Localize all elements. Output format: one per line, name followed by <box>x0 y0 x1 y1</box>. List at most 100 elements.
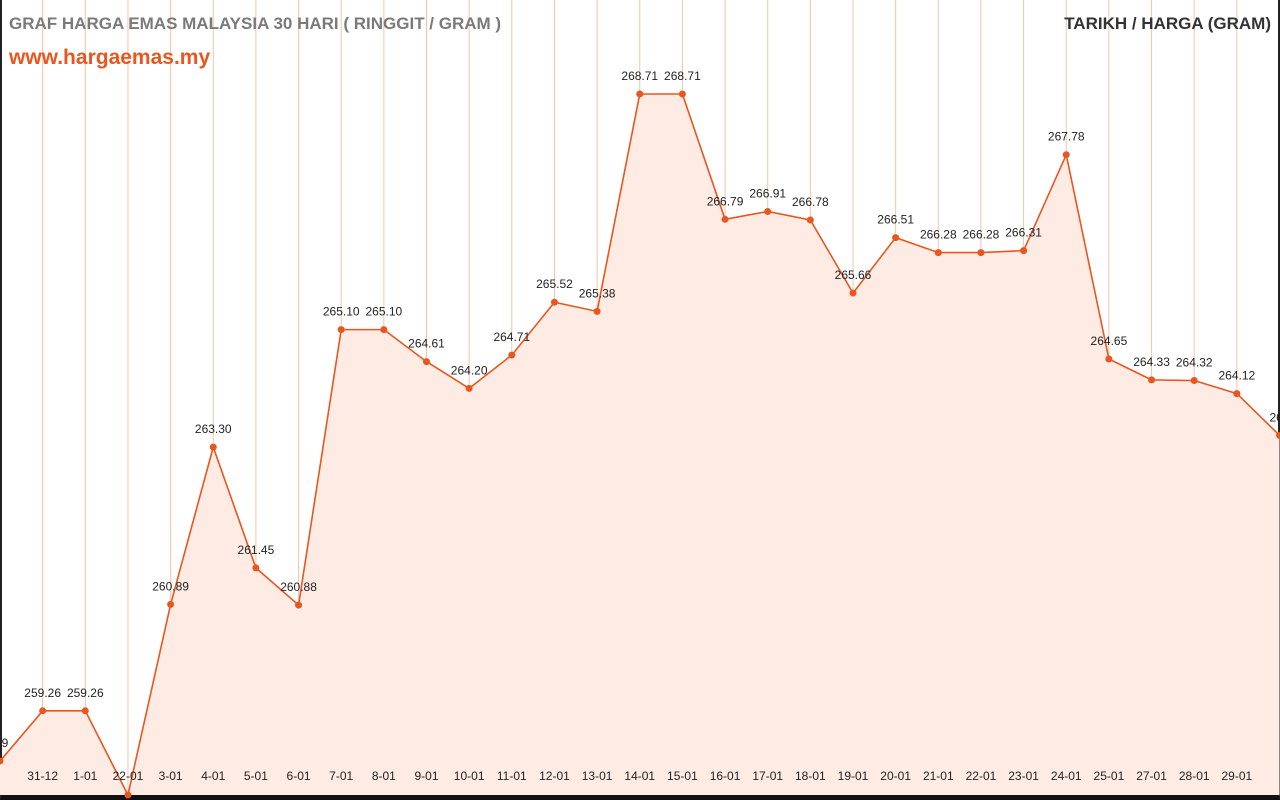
data-point <box>977 249 985 257</box>
data-point <box>508 351 516 359</box>
data-label: 266.28 <box>963 228 1000 242</box>
data-label: 266.79 <box>707 194 744 208</box>
data-label: 266.78 <box>792 195 829 209</box>
data-point <box>550 298 558 306</box>
data-label: 259.26 <box>67 686 104 700</box>
tick-layer: 31-12 1-01 22-01 3-01 4-01 5-01 6-01 7-01 8-01 9-… <box>27 769 1252 783</box>
x-tick-label: 1-01 <box>73 769 97 783</box>
data-label: 265.10 <box>323 305 360 319</box>
data-label: 266.51 <box>877 213 914 227</box>
data-label: 261.45 <box>238 543 275 557</box>
area-layer <box>0 94 1280 795</box>
data-label: 264.65 <box>1091 334 1128 348</box>
data-label: 264.71 <box>493 330 530 344</box>
data-point <box>39 707 47 715</box>
data-point <box>1276 431 1280 439</box>
data-point <box>81 707 89 715</box>
series-area <box>0 94 1280 795</box>
data-label: 263.30 <box>195 422 232 436</box>
chart-title: GRAF HARGA EMAS MALAYSIA 30 HARI ( RINGG… <box>9 14 502 33</box>
x-tick-label: 23-01 <box>1008 769 1039 783</box>
data-label: 264.61 <box>408 337 445 351</box>
data-label: 266.31 <box>1005 226 1042 240</box>
data-label: 266.28 <box>920 228 957 242</box>
data-point <box>167 600 175 608</box>
x-tick-label: 17-01 <box>752 769 783 783</box>
data-point <box>1190 377 1198 385</box>
x-tick-label: 7-01 <box>329 769 353 783</box>
data-label: 265.66 <box>835 268 872 282</box>
data-label: 263 <box>1269 410 1280 424</box>
x-tick-label: 22-01 <box>113 769 144 783</box>
x-tick-label: 19-01 <box>838 769 869 783</box>
data-label: 264.32 <box>1176 356 1213 370</box>
data-point <box>934 249 942 257</box>
data-point <box>636 90 644 98</box>
data-point <box>849 289 857 297</box>
x-tick-label: 20-01 <box>880 769 911 783</box>
x-tick-label: 21-01 <box>923 769 954 783</box>
data-point <box>764 207 772 215</box>
x-tick-label: 18-01 <box>795 769 826 783</box>
x-tick-label: 3-01 <box>159 769 183 783</box>
data-label: 260.88 <box>280 580 317 594</box>
data-point <box>1148 376 1156 384</box>
x-tick-label: 27-01 <box>1136 769 1167 783</box>
data-point <box>252 564 260 572</box>
site-link[interactable]: www.hargaemas.my <box>9 46 211 69</box>
data-point <box>892 234 900 242</box>
x-tick-label: 12-01 <box>539 769 570 783</box>
data-label: 266.91 <box>749 186 786 200</box>
data-label: .49 <box>0 736 9 750</box>
label-layer: .49 259.26 259.26 260.89 263.30 261.45 260.88 2… <box>0 69 1280 750</box>
data-point <box>124 791 132 799</box>
point-layer <box>0 90 1280 799</box>
x-tick-label: 8-01 <box>372 769 396 783</box>
data-point <box>721 215 729 223</box>
data-label: 259.26 <box>24 686 61 700</box>
data-label: 268.71 <box>664 69 701 83</box>
data-point <box>1020 247 1028 255</box>
data-point <box>678 90 686 98</box>
data-label: 264.20 <box>451 363 488 377</box>
data-point <box>295 601 303 609</box>
data-point <box>423 358 430 366</box>
data-label: 265.52 <box>536 277 573 291</box>
x-tick-label: 15-01 <box>667 769 698 783</box>
data-label: 268.71 <box>621 69 658 83</box>
data-point <box>337 326 345 334</box>
x-tick-label: 29-01 <box>1221 769 1252 783</box>
x-tick-label: 14-01 <box>624 769 655 783</box>
data-point <box>593 307 601 315</box>
x-tick-label: 10-01 <box>454 769 485 783</box>
data-point <box>0 757 4 765</box>
legend-label: TARIKH / HARGA (GRAM) <box>1064 14 1271 33</box>
x-tick-label: 13-01 <box>582 769 613 783</box>
x-tick-label: 24-01 <box>1051 769 1082 783</box>
x-tick-label: 28-01 <box>1179 769 1210 783</box>
x-tick-label: 31-12 <box>27 769 58 783</box>
data-point <box>1105 355 1113 363</box>
x-tick-label: 5-01 <box>244 769 268 783</box>
data-point <box>380 326 388 334</box>
data-label: 265.38 <box>579 286 616 300</box>
data-point <box>209 443 217 451</box>
data-label: 264.33 <box>1133 355 1170 369</box>
data-point <box>1062 151 1070 159</box>
x-tick-label: 4-01 <box>201 769 225 783</box>
x-tick-label: 22-01 <box>966 769 997 783</box>
data-label: 265.10 <box>365 305 402 319</box>
x-tick-label: 9-01 <box>414 769 438 783</box>
data-label: 267.78 <box>1048 130 1085 144</box>
data-point <box>1233 390 1241 398</box>
data-label: 264.12 <box>1218 369 1255 383</box>
data-point <box>465 384 473 392</box>
data-point <box>806 216 814 224</box>
x-tick-label: 25-01 <box>1094 769 1125 783</box>
x-tick-label: 16-01 <box>710 769 741 783</box>
x-tick-label: 11-01 <box>497 769 527 783</box>
x-tick-label: 6-01 <box>287 769 311 783</box>
data-label: 260.89 <box>152 579 189 593</box>
